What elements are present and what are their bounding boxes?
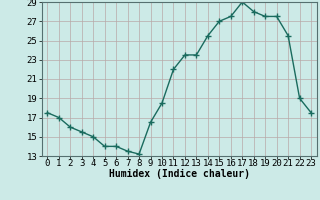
X-axis label: Humidex (Indice chaleur): Humidex (Indice chaleur) <box>109 169 250 179</box>
